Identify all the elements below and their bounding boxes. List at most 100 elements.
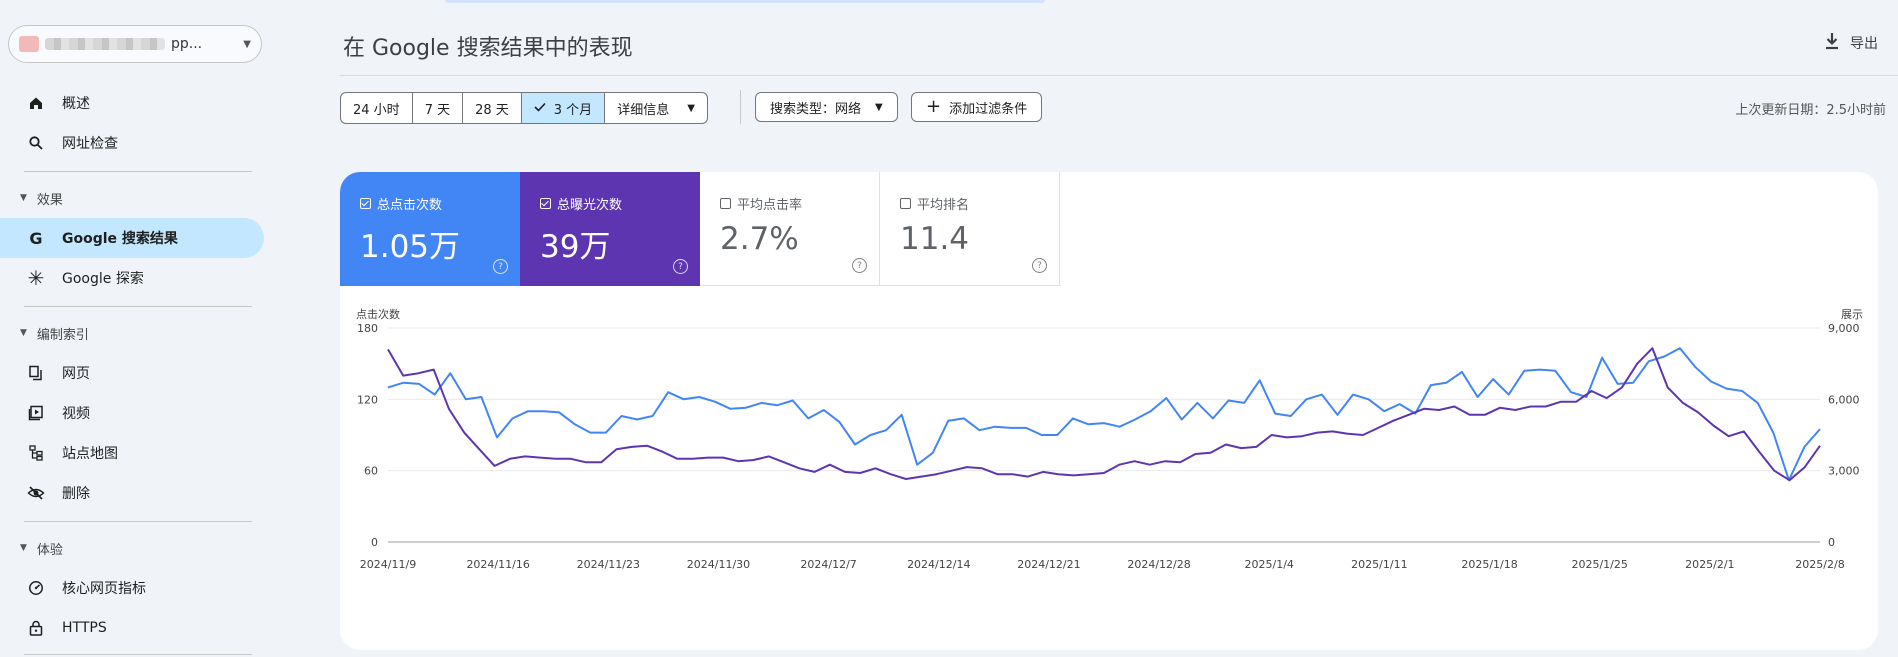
x-tick-label: 2025/2/8 bbox=[1795, 558, 1844, 571]
sidebar-item-label: Google 搜索结果 bbox=[62, 231, 178, 247]
x-tick-label: 2024/12/14 bbox=[907, 558, 970, 571]
range-28d[interactable]: 28 天 bbox=[463, 93, 522, 123]
section-title: 编制索引 bbox=[36, 327, 89, 343]
x-tick-label: 2024/11/30 bbox=[687, 558, 750, 571]
sidebar-item-label: 删除 bbox=[62, 486, 90, 502]
caret-down-icon: ▼ bbox=[875, 101, 883, 113]
impressions-series-line bbox=[387, 347, 1821, 482]
right-tick-label: 0 bbox=[1828, 536, 1835, 549]
sidebar-item-search-results[interactable]: G Google 搜索结果 bbox=[0, 218, 264, 258]
section-performance[interactable]: ▼ 效果 bbox=[0, 183, 264, 213]
add-filter-label: 添加过滤条件 bbox=[949, 101, 1028, 117]
range-label: 24 小时 bbox=[353, 102, 400, 118]
date-range-selector: 24 小时 7 天 28 天 3 个月 详细信息 ▼ bbox=[340, 92, 708, 124]
details-label: 详细信息 bbox=[617, 102, 670, 118]
x-tick-label: 2024/12/7 bbox=[800, 558, 856, 571]
sidebar-item-overview[interactable]: 概述 bbox=[0, 83, 264, 123]
sidebar-item-label: 核心网页指标 bbox=[62, 581, 146, 597]
metric-label: 平均点击率 bbox=[737, 198, 803, 213]
x-tick-label: 2025/1/4 bbox=[1245, 558, 1294, 571]
x-tick-label: 2024/12/21 bbox=[1017, 558, 1080, 571]
sidebar-divider bbox=[24, 654, 252, 655]
range-7d[interactable]: 7 天 bbox=[413, 93, 464, 123]
sidebar-item-url-inspection[interactable]: 网址检查 bbox=[0, 123, 264, 163]
sidebar-item-https[interactable]: HTTPS bbox=[0, 608, 264, 648]
sidebar: pp... ▼ 概述 网址检查 ▼ 效果 G Google 搜索结果 ✳ Goo… bbox=[0, 0, 270, 657]
help-icon[interactable]: ? bbox=[1032, 258, 1047, 273]
details-dropdown[interactable]: 详细信息 ▼ bbox=[605, 93, 707, 123]
help-icon[interactable]: ? bbox=[852, 258, 867, 273]
metric-average-ctr[interactable]: 平均点击率 2.7% ? bbox=[700, 172, 880, 286]
top-strip bbox=[445, 0, 1045, 3]
x-tick-label: 2025/1/25 bbox=[1571, 558, 1627, 571]
section-experience[interactable]: ▼ 体验 bbox=[0, 533, 264, 563]
search-type-filter[interactable]: 搜索类型：网络 ▼ bbox=[755, 92, 898, 122]
sidebar-item-label: 站点地图 bbox=[62, 446, 118, 462]
page-title: 在 Google 搜索结果中的表现 bbox=[343, 36, 633, 61]
asterisk-icon: ✳ bbox=[27, 266, 45, 290]
range-24h[interactable]: 24 小时 bbox=[341, 93, 413, 123]
eye-off-icon bbox=[26, 483, 46, 503]
caret-down-icon: ▼ bbox=[20, 328, 27, 338]
sidebar-item-discover[interactable]: ✳ Google 探索 bbox=[0, 258, 264, 298]
x-tick-label: 2025/1/11 bbox=[1351, 558, 1407, 571]
sidebar-item-label: 视频 bbox=[62, 406, 90, 422]
range-3m[interactable]: 3 个月 bbox=[521, 93, 606, 123]
metric-average-position[interactable]: 平均排名 11.4 ? bbox=[880, 172, 1060, 286]
google-g-icon: G bbox=[29, 228, 43, 248]
sidebar-item-label: 网页 bbox=[62, 366, 90, 382]
search-type-label: 搜索类型：网络 bbox=[770, 101, 862, 117]
search-icon bbox=[26, 133, 46, 153]
help-icon[interactable]: ? bbox=[673, 259, 688, 274]
sidebar-item-videos[interactable]: 视频 bbox=[0, 393, 264, 433]
download-icon bbox=[1824, 32, 1840, 54]
range-label: 7 天 bbox=[424, 102, 451, 118]
home-icon bbox=[26, 93, 46, 113]
range-label: 28 天 bbox=[475, 102, 509, 118]
metric-value: 1.05万 bbox=[360, 229, 461, 265]
left-tick-label: 120 bbox=[357, 393, 378, 406]
sidebar-item-sitemaps[interactable]: 站点地图 bbox=[0, 433, 264, 473]
header-divider bbox=[340, 75, 1898, 76]
left-tick-label: 0 bbox=[371, 536, 378, 549]
sidebar-divider bbox=[24, 171, 252, 172]
help-icon[interactable]: ? bbox=[493, 259, 508, 274]
toolbar-separator bbox=[740, 90, 741, 124]
checkbox-checked[interactable] bbox=[360, 198, 371, 209]
section-title: 体验 bbox=[36, 542, 63, 558]
export-button[interactable]: 导出 bbox=[1824, 32, 1878, 54]
section-title: 效果 bbox=[36, 192, 63, 208]
add-filter-button[interactable]: + 添加过滤条件 bbox=[911, 92, 1043, 122]
x-tick-label: 2024/11/16 bbox=[466, 558, 529, 571]
section-indexing[interactable]: ▼ 编制索引 bbox=[0, 318, 264, 348]
right-axis-title: 展示 bbox=[1841, 308, 1863, 321]
metric-value: 39万 bbox=[540, 229, 611, 265]
checkbox-unchecked[interactable] bbox=[720, 198, 731, 209]
metric-label: 平均排名 bbox=[917, 198, 970, 213]
left-tick-label: 60 bbox=[364, 465, 378, 478]
last-updated: 上次更新日期：2.5小时前 bbox=[1735, 103, 1886, 118]
left-tick-label: 180 bbox=[357, 322, 378, 335]
checkbox-unchecked[interactable] bbox=[900, 198, 911, 209]
gauge-icon bbox=[26, 578, 46, 598]
sidebar-divider bbox=[24, 306, 252, 307]
metric-total-impressions[interactable]: 总曝光次数 39万 ? bbox=[520, 172, 700, 286]
sidebar-item-core-web-vitals[interactable]: 核心网页指标 bbox=[0, 568, 264, 608]
property-name: pp... bbox=[171, 36, 203, 52]
sidebar-item-pages[interactable]: 网页 bbox=[0, 353, 264, 393]
sitemap-icon bbox=[26, 443, 46, 463]
metric-value: 11.4 bbox=[900, 221, 970, 257]
metric-label: 总曝光次数 bbox=[557, 198, 623, 213]
sidebar-item-removals[interactable]: 删除 bbox=[0, 473, 264, 513]
x-tick-label: 2024/11/23 bbox=[577, 558, 640, 571]
metric-value: 2.7% bbox=[720, 221, 799, 257]
metric-total-clicks[interactable]: 总点击次数 1.05万 ? bbox=[340, 172, 520, 286]
performance-card: 总点击次数 1.05万 ? 总曝光次数 39万 ? 平均点击率 2.7% ? 平… bbox=[340, 172, 1878, 650]
property-url-redacted bbox=[45, 38, 165, 50]
checkbox-checked[interactable] bbox=[540, 198, 551, 209]
clicks-series-line bbox=[387, 347, 1821, 482]
x-tick-label: 2024/12/28 bbox=[1127, 558, 1190, 571]
site-favicon bbox=[19, 36, 39, 52]
check-icon bbox=[534, 101, 546, 116]
property-selector[interactable]: pp... ▼ bbox=[8, 25, 262, 63]
